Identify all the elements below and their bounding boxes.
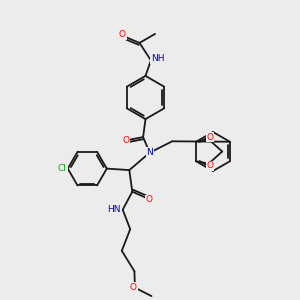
Text: O: O — [145, 195, 152, 204]
Text: O: O — [122, 136, 130, 145]
Text: NH: NH — [151, 54, 164, 63]
Text: O: O — [130, 283, 137, 292]
Text: O: O — [119, 30, 126, 39]
Text: HN: HN — [107, 205, 121, 214]
Text: N: N — [146, 148, 153, 157]
Text: O: O — [207, 161, 214, 170]
Text: Cl: Cl — [58, 164, 67, 173]
Text: O: O — [207, 133, 214, 142]
